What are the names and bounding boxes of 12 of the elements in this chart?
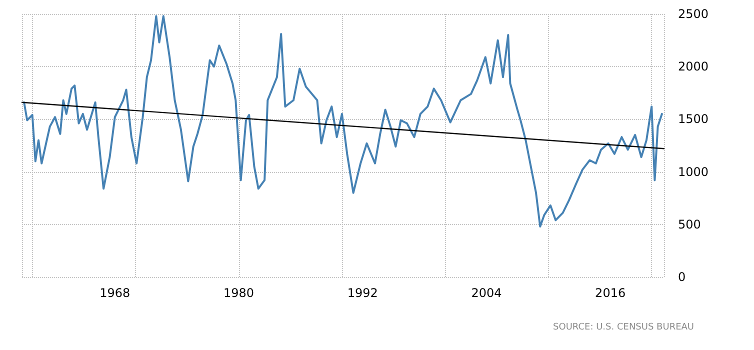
y-tick-label: 1000 bbox=[678, 164, 709, 179]
x-tick-label: 1968 bbox=[100, 286, 130, 300]
y-tick-label: 1500 bbox=[678, 112, 709, 126]
y-tick-label: 2000 bbox=[678, 60, 709, 74]
x-tick-label: 1980 bbox=[223, 286, 254, 300]
source-note: SOURCE: U.S. CENSUS BUREAU bbox=[553, 322, 694, 332]
y-tick-label: 0 bbox=[678, 270, 686, 284]
x-tick-label: 2004 bbox=[471, 286, 502, 300]
x-tick-label: 1992 bbox=[347, 286, 378, 300]
y-tick-label: 500 bbox=[678, 217, 701, 232]
y-tick-label: 2500 bbox=[678, 7, 709, 21]
x-tick-label: 2016 bbox=[595, 286, 626, 300]
